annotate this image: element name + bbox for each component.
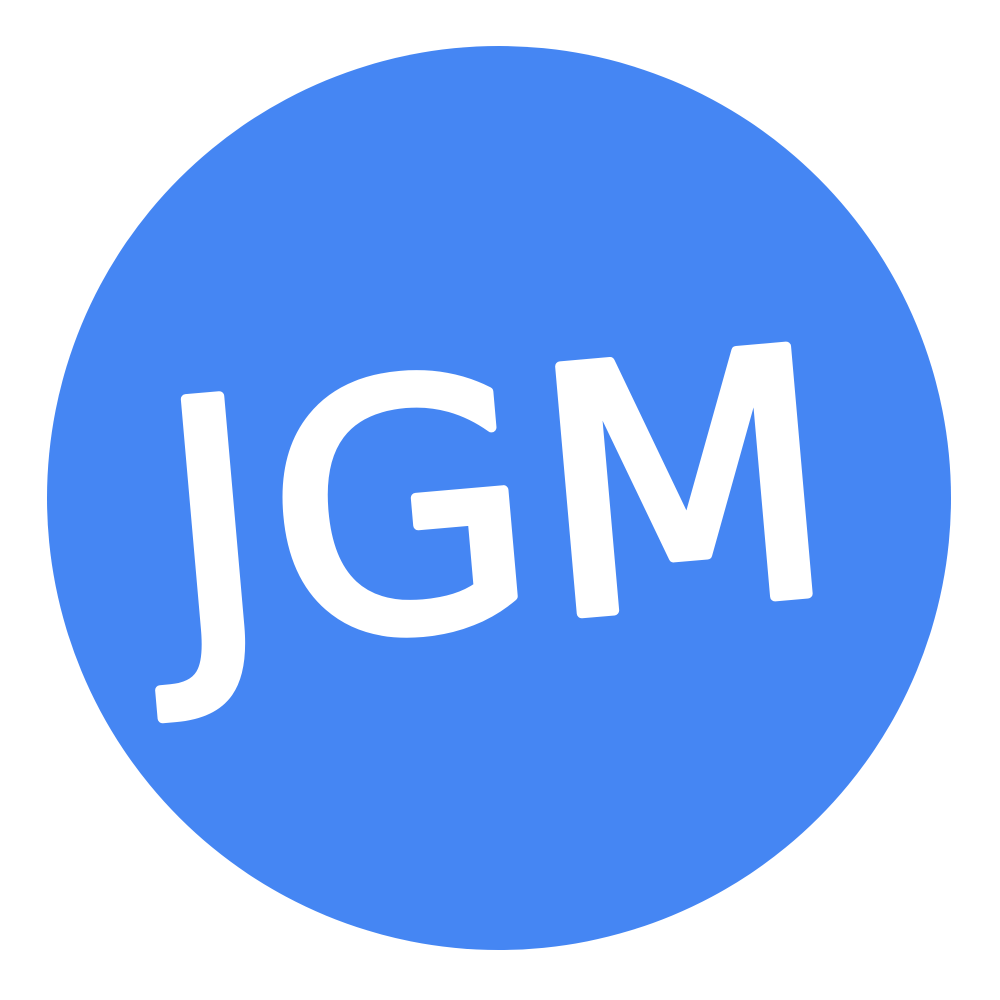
logo-text: JGM: [126, 276, 854, 731]
logo-circle: [47, 46, 951, 950]
